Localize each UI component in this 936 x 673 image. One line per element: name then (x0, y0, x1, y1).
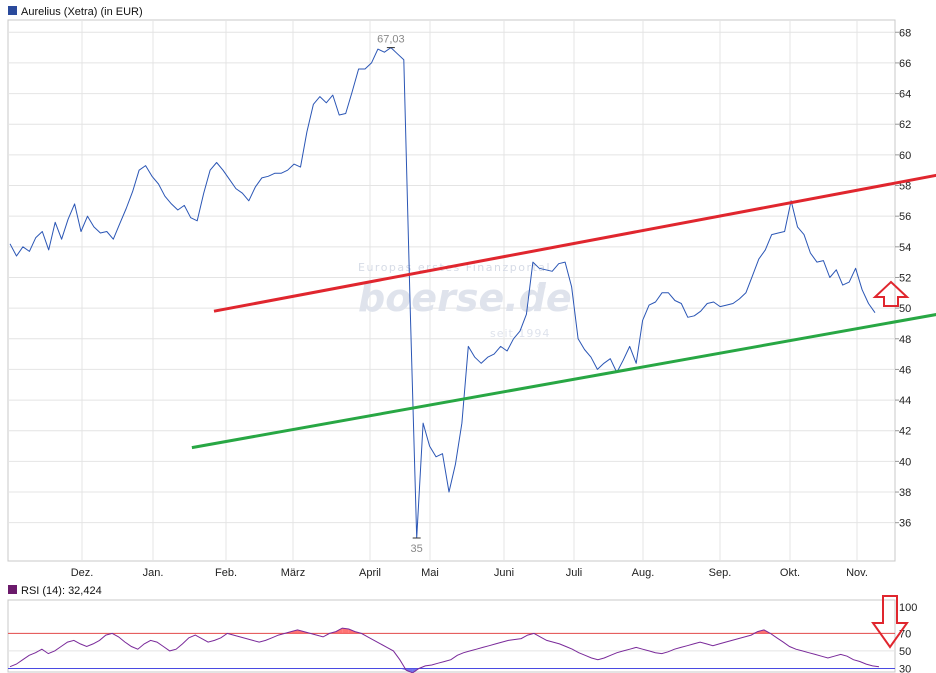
month-label: Mai (421, 567, 439, 579)
price-line (9, 47, 876, 539)
lower-channel-line (191, 313, 936, 450)
rsi-overbought-fill (342, 628, 349, 634)
rsi-grid (8, 632, 895, 669)
arrow-down-icon (871, 595, 909, 649)
price-tick-label: 38 (899, 487, 911, 499)
main-panel-frame (7, 19, 896, 562)
price-tick-label: 66 (899, 58, 911, 70)
month-label: Jan. (143, 567, 164, 579)
rsi-line (9, 627, 880, 673)
upper-channel-line (213, 173, 936, 313)
arrow-up-icon (872, 280, 910, 307)
price-tick-label: 40 (899, 456, 911, 468)
price-tick-label: 48 (899, 334, 911, 346)
month-axis: Dez. Jan. Feb. März April Mai Juni Juli Aug. Sep.… (71, 567, 868, 579)
price-tick-label: 46 (899, 364, 911, 376)
max-label: 67,03 (377, 34, 405, 46)
boerse-de-watermark: Europas erstes Finanzportal boerse.de ® … (358, 261, 572, 340)
month-label: Nov. (846, 567, 868, 579)
price-axis: 36 38 40 42 44 46 48 50 52 54 56 58 60 62 64 66 68 (895, 27, 911, 530)
trend-channel (191, 173, 936, 450)
rsi-panel-frame (7, 599, 896, 673)
price-series (9, 47, 876, 539)
price-tick-label: 44 (899, 395, 911, 407)
month-label: Juni (494, 567, 514, 579)
min-label: 35 (411, 543, 423, 555)
rsi-tick-label: 30 (899, 663, 911, 673)
price-tick-label: 64 (899, 89, 911, 101)
price-tick-label: 36 (899, 518, 911, 530)
rsi-oversold-fill (399, 668, 407, 671)
price-tick-label: 68 (899, 27, 911, 39)
price-tick-label: 62 (899, 119, 911, 131)
main-grid (8, 20, 895, 561)
price-legend-label: Aurelius (Xetra) (in EUR) (21, 6, 143, 18)
watermark-since: seit 1994 (490, 327, 550, 340)
rsi-tick-label: 100 (899, 602, 917, 614)
price-tick-label: 56 (899, 211, 911, 223)
month-label: April (359, 567, 381, 579)
watermark-brand: boerse.de (358, 276, 572, 320)
month-label: Okt. (780, 567, 800, 579)
price-tick-label: 58 (899, 181, 911, 193)
watermark-tagline: Europas erstes Finanzportal (358, 261, 551, 274)
price-tick-label: 54 (899, 242, 911, 254)
month-label: Feb. (215, 567, 237, 579)
price-tick-label: 50 (899, 303, 911, 315)
month-label: Juli (566, 567, 583, 579)
month-label: Dez. (71, 567, 94, 579)
rsi-tick-label: 50 (899, 646, 911, 658)
rsi-series (9, 627, 880, 673)
price-legend-swatch (8, 6, 17, 15)
extreme-annotations: 67,03 35 (377, 34, 423, 555)
month-label: März (281, 567, 305, 579)
month-label: Aug. (632, 567, 655, 579)
rsi-legend-label: RSI (14): 32,424 (21, 585, 102, 597)
price-tick-label: 52 (899, 272, 911, 284)
rsi-legend-swatch (8, 585, 17, 594)
month-label: Sep. (709, 567, 732, 579)
price-tick-label: 42 (899, 426, 911, 438)
price-tick-label: 60 (899, 150, 911, 162)
watermark-registered: ® (536, 280, 548, 293)
